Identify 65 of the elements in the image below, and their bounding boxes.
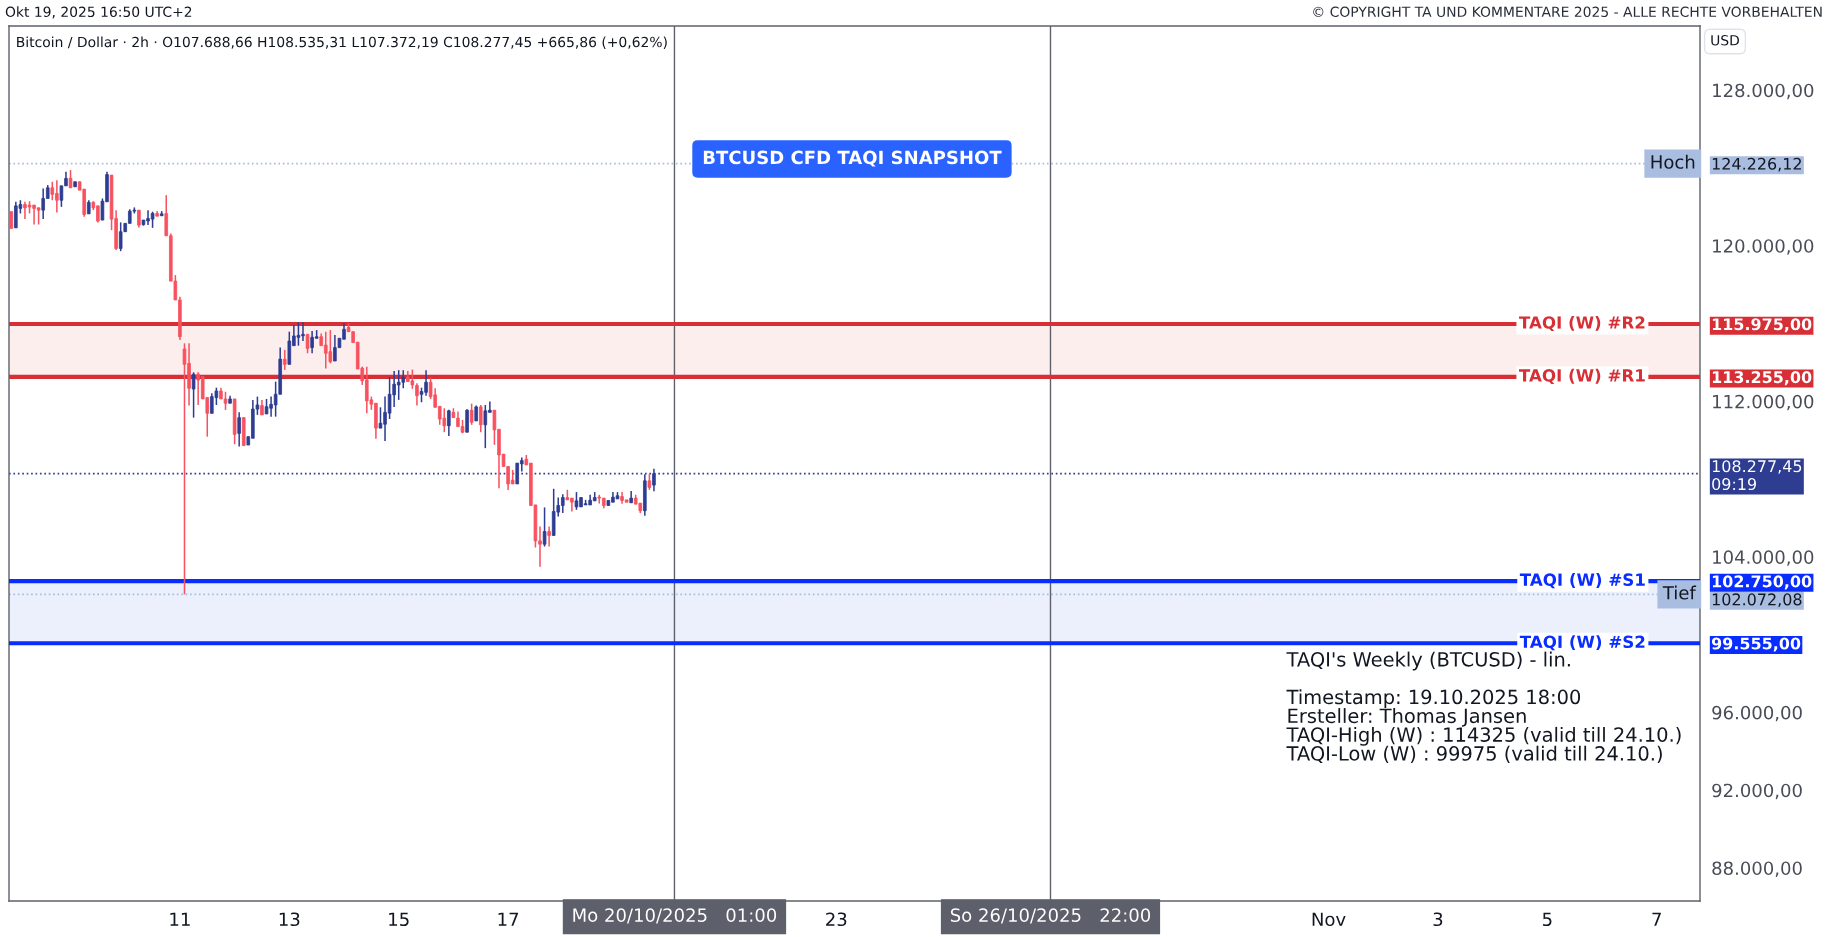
- candlestick: [323, 330, 328, 370]
- candlestick: [296, 321, 301, 347]
- candlestick: [328, 329, 333, 365]
- y-tick-label: 115.975,00: [1712, 318, 1812, 333]
- ref-line-label: So 26/10/2025 22:00: [950, 908, 1151, 924]
- candlestick: [118, 221, 123, 252]
- y-tick-label: 124.226,12: [1712, 157, 1801, 172]
- y-tick-label: 108.277,45 09:19: [1712, 460, 1802, 491]
- text: Okt 19, 2025 16:50 UTC+2: [5, 6, 192, 19]
- candlestick: [551, 488, 556, 537]
- candlestick: [442, 407, 447, 433]
- y-tick-label: 113.255,00: [1712, 371, 1812, 386]
- candlestick: [542, 506, 547, 548]
- x-tick-label: 17: [498, 912, 519, 926]
- y-tick-label: 88.000,00: [1712, 861, 1802, 877]
- y-tick-label: 99.555,00: [1711, 637, 1801, 652]
- candlestick: [237, 411, 241, 448]
- annotation: TAQI's Weekly (BTCUSD) - lin. Timestamp: 19.10.2025 18:00 Ersteller: Thomas Jansen TAQI-High (W) : 114325 (valid till 24.10.) TAQI-Low (W) : 99975 (valid till 24.10.): [1286, 651, 1681, 764]
- candlestick: [378, 406, 383, 429]
- text: © COPYRIGHT TA UND KOMMENTARE 2025 - ALLE RECHTE VORBEHALTEN: [1313, 6, 1822, 18]
- y-tick-label: 112.000,00: [1713, 394, 1814, 411]
- candlestick: [305, 333, 310, 355]
- candlestick: [469, 402, 474, 426]
- y-tick-label: 102.750,00: [1712, 575, 1812, 590]
- y-axis-title: USD: [1711, 35, 1739, 46]
- x-tick-label: 11: [170, 912, 190, 926]
- candlestick: [396, 369, 401, 401]
- x-tick-label: 15: [389, 912, 409, 927]
- candlestick: [333, 334, 337, 362]
- candlestick: [287, 330, 292, 366]
- x-tick-label: 23: [826, 912, 847, 927]
- candlestick: [182, 342, 187, 596]
- x-tick-label: 3: [1433, 912, 1443, 927]
- y-tick-label: 102.072,08: [1712, 593, 1802, 608]
- candlestick: [483, 404, 488, 449]
- ref-line-label: Hoch: [1651, 154, 1695, 169]
- candlestick: [191, 371, 196, 419]
- ref-line-label: Tief: [1662, 585, 1697, 600]
- y-tick-label: 120.000,00: [1713, 239, 1814, 255]
- ref-line-label: TAQI (W) #R2: [1519, 315, 1645, 332]
- x-tick-label: 13: [279, 912, 300, 927]
- candlestick: [597, 494, 602, 505]
- candlestick: [14, 201, 18, 229]
- candlestick: [447, 409, 451, 437]
- candlestick: [210, 392, 214, 415]
- y-tick-label: 128.000,00: [1713, 83, 1814, 100]
- candlestick: [478, 404, 483, 433]
- candlestick: [547, 525, 551, 548]
- y-tick-label: 96.000,00: [1712, 705, 1802, 722]
- candlestick: [282, 349, 287, 371]
- y-tick-label: 104.000,00: [1713, 550, 1814, 566]
- x-tick-label: 7: [1652, 912, 1661, 926]
- x-tick-label: 5: [1542, 912, 1552, 927]
- y-tick-label: 92.000,00: [1712, 783, 1802, 800]
- ref-line-label: TAQI (W) #R1: [1519, 368, 1645, 384]
- candlestick: [50, 180, 55, 201]
- ref-line-label: Mo 20/10/2025 01:00: [573, 908, 777, 924]
- x-tick-label: Nov: [1312, 912, 1346, 927]
- text: BTCUSD CFD TAQI SNAPSHOT: [703, 150, 1002, 167]
- ref-line-label: TAQI (W) #S2: [1519, 635, 1645, 651]
- candlestick: [401, 369, 406, 390]
- annotation: Bitcoin / Dollar · 2h · O107.688,66 H108.535,31 L107.372,19 C108.277,45 +665,86 (+0,62%): [17, 36, 667, 49]
- candlestick: [223, 390, 228, 411]
- candlestick: [465, 408, 469, 433]
- ref-line-label: TAQI (W) #S1: [1519, 573, 1645, 589]
